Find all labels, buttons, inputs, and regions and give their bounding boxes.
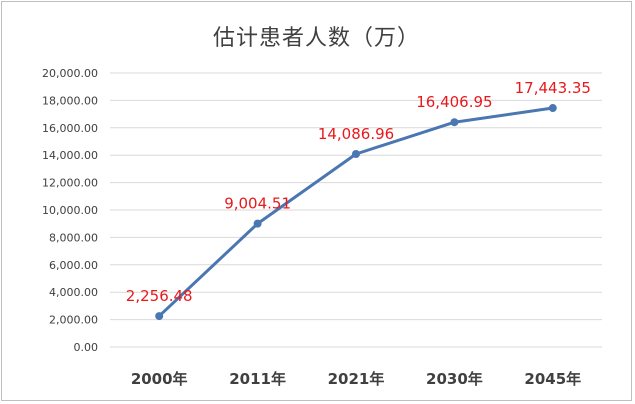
gridlines	[110, 72, 602, 348]
data-label: 17,443.35	[515, 79, 591, 97]
y-tick-label: 18,000.00	[42, 94, 98, 107]
y-tick-label: 2,000.00	[49, 314, 98, 327]
y-axis-ticks: 0.00 2,000.00 4,000.00 6,000.00 8,000.00 10,0…	[42, 67, 98, 354]
x-axis-ticks: 2000年 2011年 2021年 2030年 2045年	[131, 370, 581, 388]
x-tick-label: 2030年	[426, 370, 483, 388]
y-tick-label: 20,000.00	[42, 67, 98, 80]
data-point	[352, 150, 360, 159]
series-line-group	[155, 104, 557, 321]
data-point	[253, 219, 262, 228]
y-tick-label: 8,000.00	[49, 231, 98, 244]
data-point	[548, 104, 557, 113]
x-tick-label: 2021年	[328, 370, 385, 388]
data-label: 2,256.48	[126, 287, 193, 305]
y-tick-label: 16,000.00	[42, 122, 98, 135]
data-point	[155, 312, 164, 321]
data-point	[450, 118, 459, 127]
data-label: 16,406.95	[416, 93, 492, 111]
y-tick-label: 14,000.00	[42, 149, 98, 162]
x-tick-label: 2000年	[131, 370, 188, 388]
data-labels: 2,256.48 9,004.51 14,086.96 16,406.95 17,443…	[126, 79, 591, 305]
y-tick-label: 4,000.00	[49, 286, 98, 299]
y-tick-label: 12,000.00	[42, 177, 98, 190]
y-tick-label: 10,000.00	[42, 204, 98, 217]
data-label: 9,004.51	[224, 195, 291, 213]
data-label: 14,086.96	[318, 125, 394, 143]
y-tick-label: 0.00	[74, 341, 99, 354]
chart-title: 估计患者人数（万）	[212, 26, 420, 51]
x-tick-label: 2045年	[524, 370, 581, 388]
x-tick-label: 2011年	[229, 370, 286, 388]
y-tick-label: 6,000.00	[49, 259, 98, 272]
